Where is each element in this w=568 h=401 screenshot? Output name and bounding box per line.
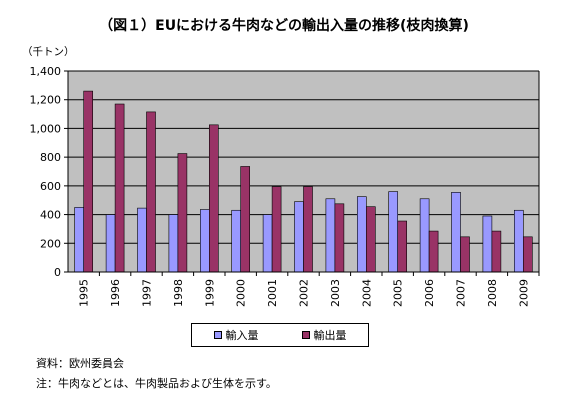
y-axis-unit-label: （千トン）: [22, 46, 75, 58]
x-tick-label: 2009: [517, 279, 530, 307]
bar-import: [105, 214, 116, 273]
x-tick-label: 1999: [203, 279, 216, 307]
bar-export: [460, 236, 470, 273]
chart-title: （図１）EUにおける牛肉などの輸出入量の推移(枝肉換算): [99, 18, 469, 34]
bar-export: [522, 236, 533, 273]
bar-import: [482, 215, 493, 273]
legend-item-import: 輸入量: [213, 327, 259, 343]
x-tick-label: 2004: [360, 279, 373, 307]
x-tick-label: 1995: [78, 279, 91, 307]
bar-import: [200, 209, 210, 273]
legend-swatch-import: [213, 331, 222, 339]
bar-import: [325, 198, 336, 273]
x-tick-label: 2006: [423, 279, 436, 307]
bar-export: [365, 206, 376, 273]
bar-export: [146, 111, 156, 273]
bar-export: [209, 124, 219, 273]
bar-export: [114, 103, 125, 273]
bar-import: [294, 201, 304, 273]
y-tick-label: 600: [40, 180, 61, 193]
bar-import: [356, 196, 367, 273]
legend-swatch-export: [301, 331, 310, 339]
legend-item-export: 輸出量: [301, 327, 347, 343]
x-tick-label: 2000: [235, 279, 248, 307]
y-tick-label: 1,000: [30, 122, 62, 135]
x-tick-label: 2001: [266, 279, 279, 307]
bar-import: [388, 191, 399, 273]
legend-label-import: 輸入量: [225, 329, 259, 342]
bar-export: [240, 166, 250, 273]
bar-import: [74, 207, 84, 273]
x-tick-label: 2005: [392, 279, 405, 307]
bar-import: [262, 214, 273, 273]
y-tick-label: 200: [40, 237, 61, 250]
y-tick-label: 0: [54, 266, 61, 279]
y-tick-label: 800: [40, 151, 61, 164]
y-tick-label: 1,200: [30, 94, 62, 107]
bar-export: [83, 90, 93, 273]
bar-import: [451, 192, 461, 273]
x-tick-label: 2002: [298, 279, 311, 307]
chart-legend: 輸入量 輸出量: [191, 323, 369, 347]
bar-import: [137, 207, 147, 273]
footnote: 注：牛肉などとは、牛肉製品および生体を示す。: [36, 377, 277, 390]
source-note: 資料：欧州委員会: [36, 357, 124, 370]
x-tick-label: 1998: [172, 279, 185, 307]
bar-import: [231, 209, 241, 273]
bar-export: [397, 220, 408, 273]
bar-import: [419, 198, 430, 273]
bar-export: [303, 186, 313, 273]
bar-import: [168, 214, 179, 273]
x-tick-label: 2007: [455, 279, 468, 307]
bar-import: [513, 209, 524, 273]
bar-export: [271, 186, 282, 273]
x-tick-label: 2008: [486, 279, 499, 307]
bar-export: [177, 153, 188, 273]
x-tick-label: 1997: [141, 279, 154, 307]
y-tick-label: 400: [40, 209, 61, 222]
bar-export: [334, 203, 345, 273]
x-tick-label: 2003: [329, 279, 342, 307]
bar-export: [428, 230, 439, 273]
y-tick-label: 1,400: [30, 65, 62, 78]
bar-export: [491, 230, 502, 273]
x-tick-label: 1996: [109, 279, 122, 307]
legend-label-export: 輸出量: [313, 329, 347, 342]
